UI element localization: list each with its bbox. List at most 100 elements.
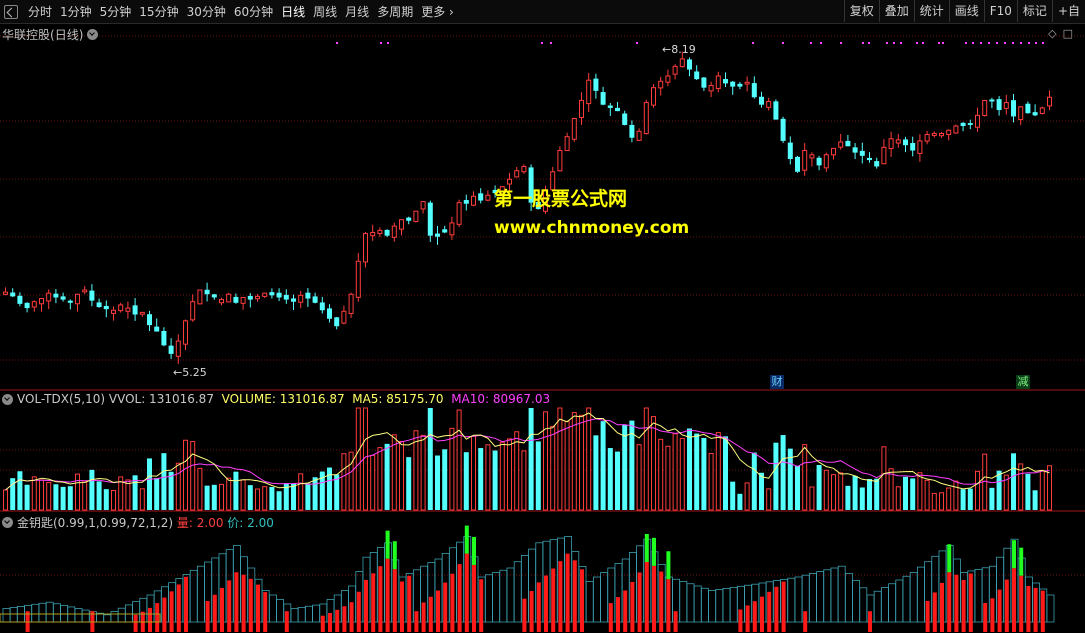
stock-name: 华联控股: [2, 28, 51, 42]
volume-bar: [679, 437, 685, 511]
volume-bar: [672, 433, 678, 511]
volume-bar: [953, 480, 959, 511]
candle-body: [888, 138, 894, 149]
candle-body: [499, 186, 505, 195]
volume-bar: [651, 416, 656, 511]
main-panel-title[interactable]: 华联控股 (日线): [2, 26, 99, 43]
candle-body: [759, 96, 764, 105]
volume-bar: [507, 438, 512, 511]
candle-body: [75, 293, 80, 305]
tab-monthly[interactable]: 月线: [345, 4, 370, 19]
volume-bar: [989, 487, 995, 510]
key-red-bar: [400, 581, 404, 632]
overlay-button[interactable]: 叠加: [878, 0, 914, 22]
key-red-bar: [997, 589, 1002, 632]
key-red-bar: [608, 603, 613, 632]
key-hatch-bar: [852, 580, 860, 623]
volume-bar: [658, 438, 664, 511]
candle-body: [967, 123, 973, 125]
reduce-event-tag[interactable]: 减: [1016, 375, 1030, 389]
mark-button[interactable]: 标记: [1016, 0, 1052, 22]
candle-body: [384, 229, 390, 236]
volume-bar: [305, 483, 311, 510]
candle-body: [399, 219, 404, 230]
key-red-bar: [954, 574, 959, 632]
candle-body: [456, 202, 462, 225]
tab-60min[interactable]: 60分钟: [233, 4, 274, 19]
key-red-bar: [407, 575, 412, 632]
tab-weekly[interactable]: 周线: [313, 4, 338, 19]
candle-body: [89, 290, 95, 301]
finance-event-tag[interactable]: 财: [770, 375, 784, 389]
volume-bar: [240, 479, 246, 511]
draw-line-button[interactable]: 画线: [948, 0, 984, 22]
dropdown-icon[interactable]: [87, 29, 99, 40]
volume-bar: [269, 486, 275, 510]
tab-multi-period[interactable]: 多周期: [377, 4, 414, 19]
candle-body: [478, 193, 484, 201]
volume-bar: [780, 435, 786, 510]
volume-bar: [82, 480, 88, 511]
candle-body: [528, 167, 534, 203]
diamond-icon[interactable]: ◇: [1048, 27, 1063, 40]
dropdown-icon[interactable]: [2, 393, 13, 405]
key-hatch-bar: [809, 573, 817, 623]
key-hatch-bar: [845, 573, 853, 623]
period-toolbar: 分时 1分钟 5分钟 15分钟 30分钟 60分钟 日线 周线 月线 多周期 更…: [0, 0, 1085, 24]
volume-bar: [211, 484, 217, 510]
volume-bar: [730, 481, 736, 510]
watermark-title: 第一股票公式网: [494, 188, 628, 210]
tab-5min[interactable]: 5分钟: [99, 4, 132, 19]
panel-tools: ◇□: [1048, 27, 1079, 40]
tab-more[interactable]: 更多 ›: [417, 1, 458, 23]
candle-body: [96, 302, 102, 308]
key-hatch-bar: [823, 569, 832, 623]
volume-bar: [535, 441, 541, 510]
low-price-value: 5.25: [182, 366, 207, 379]
volume-bar: [175, 462, 181, 511]
volume-bar: [370, 454, 376, 511]
candle-body: [946, 129, 952, 135]
volume-bar: [852, 475, 858, 510]
volume-panel-title[interactable]: VOL-TDX(5,10) VVOL: 131016.87 VOLUME: 13…: [2, 392, 550, 406]
square-icon[interactable]: □: [1062, 27, 1079, 40]
indicator-panel-title[interactable]: 金钥匙(0.99,1,0.99,72,1,2) 量: 2.00 价: 2.00: [2, 514, 274, 531]
dropdown-icon[interactable]: [2, 517, 13, 528]
key-hatch-bar: [974, 568, 983, 623]
candle-body: [183, 320, 188, 345]
event-marker-dot: [972, 42, 974, 44]
key-hatch-bar: [722, 588, 731, 623]
candle-body: [687, 59, 692, 70]
key-red-bar: [169, 591, 174, 632]
event-marker-dot: [938, 42, 940, 44]
stats-button[interactable]: 统计: [913, 0, 949, 22]
tab-15min[interactable]: 15分钟: [139, 4, 179, 19]
add-custom-button[interactable]: +自: [1051, 0, 1085, 22]
key-hatch-bar: [794, 576, 803, 623]
candle-body: [622, 113, 628, 125]
candle-body: [867, 157, 872, 161]
key-red-bar: [1040, 590, 1045, 632]
candle-body: [874, 161, 880, 167]
back-icon[interactable]: [4, 4, 18, 19]
tab-1min[interactable]: 1分钟: [60, 4, 92, 19]
candle-body: [197, 289, 203, 305]
tab-30min[interactable]: 30分钟: [186, 4, 226, 19]
f10-button[interactable]: F10: [983, 0, 1017, 22]
volume-bar: [550, 425, 556, 511]
key-red-bar: [457, 564, 462, 632]
volume-bar: [219, 483, 224, 511]
tab-daily[interactable]: 日线: [281, 4, 306, 19]
volume-bar: [881, 446, 887, 511]
high-price-value: 8.19: [671, 43, 696, 56]
candle-body: [780, 118, 786, 141]
key-red-bar: [738, 609, 743, 632]
key-red-bar: [666, 579, 671, 632]
key-red-bar: [1004, 579, 1009, 632]
volume-bar: [391, 434, 397, 511]
event-marker-dot: [996, 42, 998, 44]
fuquan-button[interactable]: 复权: [843, 0, 879, 22]
tab-fenshi[interactable]: 分时: [28, 4, 53, 19]
key-red-bar: [184, 576, 188, 632]
